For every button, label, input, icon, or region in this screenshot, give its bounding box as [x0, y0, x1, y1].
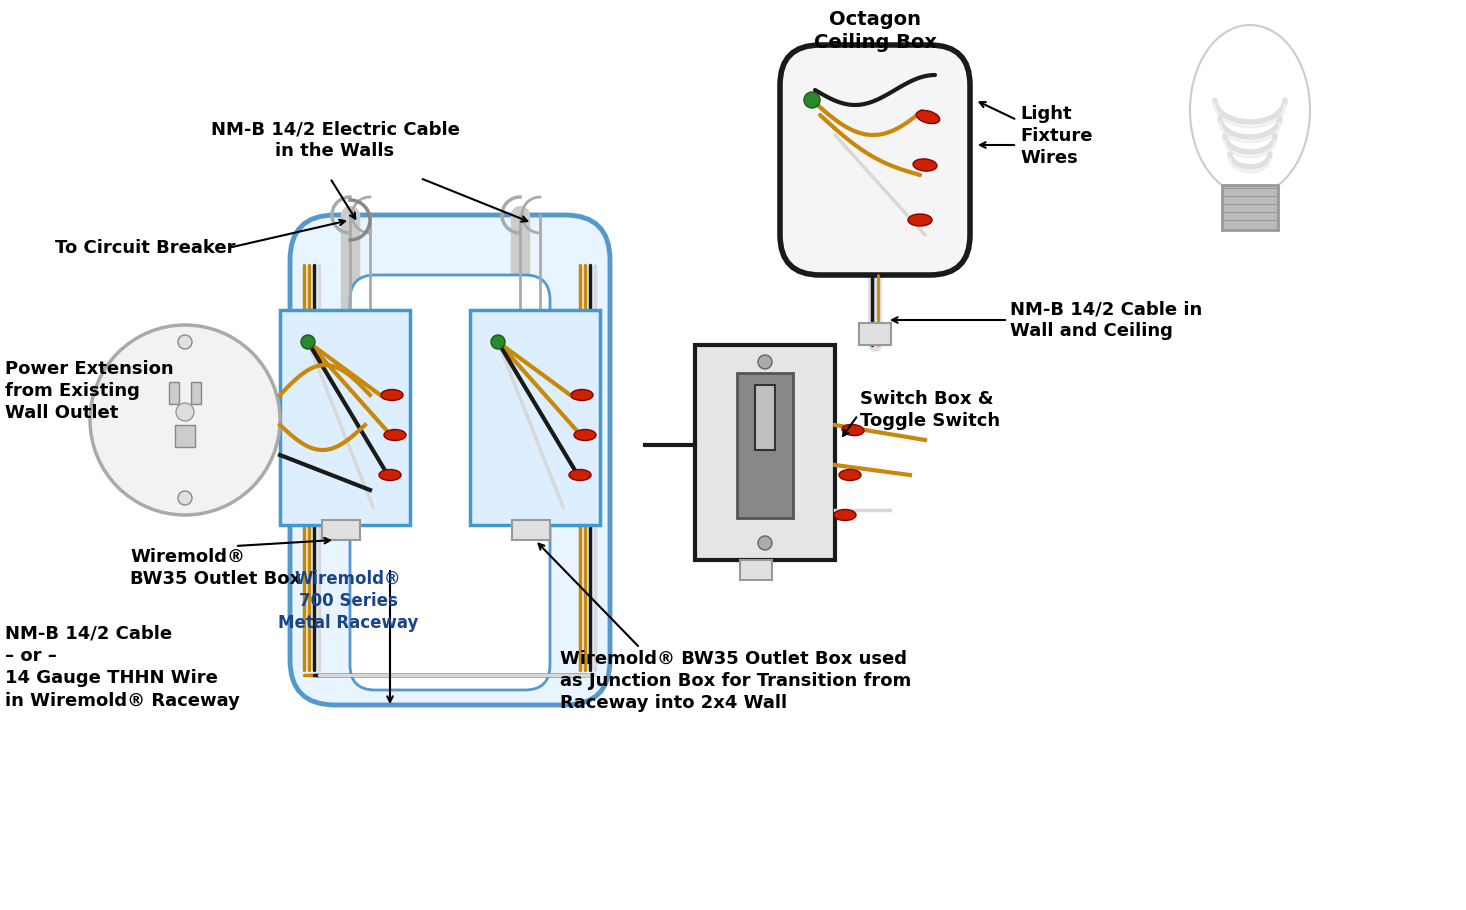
Text: Power Extension
from Existing
Wall Outlet: Power Extension from Existing Wall Outle… — [4, 360, 173, 422]
FancyBboxPatch shape — [290, 215, 610, 705]
Bar — [174, 425, 195, 447]
Ellipse shape — [384, 430, 406, 440]
Text: Light
Fixture
Wires: Light Fixture Wires — [1020, 105, 1092, 167]
Circle shape — [177, 491, 192, 505]
Text: Wiremold® BW35 Outlet Box used
as Junction Box for Transition from
Raceway into : Wiremold® BW35 Outlet Box used as Juncti… — [560, 650, 912, 713]
Circle shape — [89, 325, 280, 515]
Circle shape — [301, 335, 315, 349]
Bar — [169, 382, 179, 404]
Text: NM-B 14/2 Electric Cable
in the Walls: NM-B 14/2 Electric Cable in the Walls — [211, 120, 459, 160]
Ellipse shape — [834, 510, 856, 521]
Circle shape — [177, 335, 192, 349]
FancyBboxPatch shape — [780, 45, 970, 275]
Bar — [755, 385, 776, 450]
Ellipse shape — [907, 214, 932, 226]
Ellipse shape — [570, 389, 594, 400]
Text: Wiremold®
700 Series
Metal Raceway: Wiremold® 700 Series Metal Raceway — [279, 570, 418, 632]
Text: To Circuit Breaker: To Circuit Breaker — [56, 239, 236, 257]
Ellipse shape — [916, 110, 940, 124]
Bar — [740, 560, 773, 580]
Text: Octagon
Ceiling Box: Octagon Ceiling Box — [814, 10, 937, 53]
Ellipse shape — [839, 470, 861, 480]
Bar — [512, 520, 550, 540]
Bar — [323, 520, 361, 540]
Bar — [859, 323, 891, 345]
Bar — [191, 382, 201, 404]
Text: NM-B 14/2 Cable
– or –
14 Gauge THHN Wire
in Wiremold® Raceway: NM-B 14/2 Cable – or – 14 Gauge THHN Wir… — [4, 625, 240, 710]
Text: Wiremold®
BW35 Outlet Box: Wiremold® BW35 Outlet Box — [130, 548, 301, 588]
Ellipse shape — [569, 470, 591, 480]
Text: Switch Box &
Toggle Switch: Switch Box & Toggle Switch — [861, 390, 1000, 430]
Ellipse shape — [381, 389, 403, 400]
Ellipse shape — [380, 470, 402, 480]
Circle shape — [803, 92, 819, 108]
Circle shape — [491, 335, 504, 349]
Ellipse shape — [913, 159, 937, 171]
Text: NM-B 14/2 Cable in
Wall and Ceiling: NM-B 14/2 Cable in Wall and Ceiling — [1010, 300, 1202, 340]
FancyBboxPatch shape — [350, 275, 550, 690]
Bar — [280, 310, 410, 525]
Circle shape — [758, 355, 773, 369]
Circle shape — [758, 536, 773, 550]
Ellipse shape — [841, 424, 863, 436]
Bar — [471, 310, 600, 525]
Bar — [737, 373, 793, 518]
Ellipse shape — [575, 430, 597, 440]
Bar — [695, 345, 836, 560]
Bar — [1223, 185, 1278, 230]
Circle shape — [176, 403, 194, 421]
